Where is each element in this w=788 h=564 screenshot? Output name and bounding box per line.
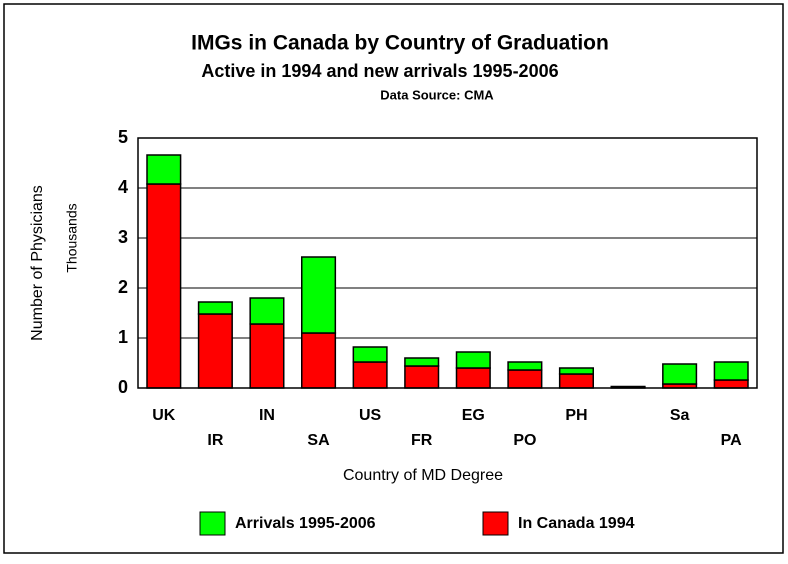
x-tick-label: Sa bbox=[670, 407, 690, 424]
bar-segment bbox=[352, 361, 388, 389]
y-tick-label: 5 bbox=[118, 127, 128, 147]
x-tick-label: EG bbox=[462, 407, 485, 424]
x-tick-label: IR bbox=[207, 432, 223, 449]
bar-segment bbox=[146, 183, 182, 389]
legend-label: In Canada 1994 bbox=[518, 515, 635, 532]
x-tick-label: PH bbox=[565, 407, 587, 424]
bar-segment bbox=[558, 373, 595, 389]
y-tick-label: 2 bbox=[118, 277, 128, 297]
bar-segment bbox=[662, 363, 698, 385]
bar-segment bbox=[197, 313, 233, 389]
x-tick-label: UK bbox=[152, 407, 176, 424]
y-axis-label: Number of Physicians bbox=[29, 185, 46, 341]
bar-segment bbox=[301, 332, 337, 389]
bar-segment bbox=[558, 367, 595, 375]
bar-segment bbox=[507, 361, 543, 371]
legend-swatch bbox=[482, 511, 509, 536]
bar-segment bbox=[249, 323, 285, 389]
bar-segment bbox=[713, 379, 749, 389]
y-tick-label: 4 bbox=[118, 177, 128, 197]
x-tick-label: US bbox=[359, 407, 382, 424]
y-unit-label: Thousands bbox=[64, 203, 80, 272]
bar-segment bbox=[455, 351, 491, 369]
bar-segment bbox=[301, 256, 337, 334]
bar-segment bbox=[197, 301, 233, 315]
bar-segment bbox=[507, 369, 543, 389]
y-tick-label: 1 bbox=[118, 327, 128, 347]
x-axis-label: Country of MD Degree bbox=[343, 467, 503, 484]
plot-area bbox=[138, 138, 757, 388]
x-tick-label: FR bbox=[411, 432, 433, 449]
x-tick-label: IN bbox=[259, 407, 275, 424]
bar-segment bbox=[713, 361, 749, 381]
plot-border bbox=[137, 137, 758, 389]
bar-segment bbox=[610, 385, 646, 388]
bar-segment bbox=[455, 367, 491, 389]
y-tick-label: 0 bbox=[118, 377, 128, 397]
bar-segment bbox=[146, 154, 182, 185]
x-tick-label: PA bbox=[721, 432, 742, 449]
legend-label: Arrivals 1995-2006 bbox=[235, 515, 376, 532]
chart-source: Data Source: CMA bbox=[380, 87, 494, 102]
y-tick-label: 3 bbox=[118, 227, 128, 247]
bar-segment bbox=[404, 357, 440, 367]
chart-subtitle: Active in 1994 and new arrivals 1995-200… bbox=[201, 61, 558, 81]
chart-title: IMGs in Canada by Country of Graduation bbox=[191, 32, 609, 55]
bar-segment bbox=[404, 365, 440, 389]
x-tick-label: SA bbox=[307, 432, 330, 449]
bar-segment bbox=[249, 297, 285, 325]
legend-swatch bbox=[199, 511, 226, 536]
bar-segment bbox=[352, 346, 388, 363]
x-tick-label: PO bbox=[513, 432, 536, 449]
